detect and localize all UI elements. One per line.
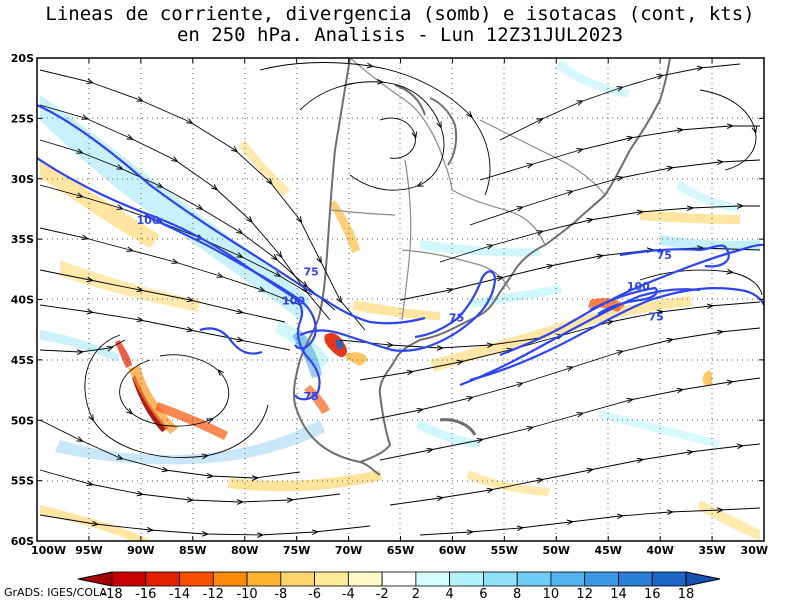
lat-label: 55S: [11, 475, 34, 488]
colorbar-label: -10: [236, 587, 257, 600]
colorbar: -18 -16 -14 -12 -10 -8 -6 -4 -2 2 4 6 8 10 12 14 16 18: [77, 571, 721, 600]
colorbar-box: [483, 571, 518, 587]
lon-label: 75W: [283, 544, 310, 557]
colorbar-box: [550, 571, 586, 587]
colorbar-label: -18: [101, 587, 122, 600]
isotach-label: 75: [648, 310, 663, 323]
lat-label: 40S: [11, 294, 34, 307]
isotach-label: 75: [304, 390, 319, 403]
colorbar-label: -14: [169, 587, 190, 600]
lon-label: 85W: [179, 544, 206, 557]
colorbar-label: -4: [342, 587, 355, 600]
colorbar-box: [381, 571, 417, 587]
colorbar-box: [347, 571, 383, 587]
colorbar-label: 6: [479, 587, 487, 600]
colorbar-box: [280, 571, 315, 587]
colorbar-label: 12: [576, 587, 593, 600]
colorbar-label: 8: [513, 587, 521, 600]
colorbar-cap-left: [77, 571, 113, 587]
colorbar-label: -2: [376, 587, 389, 600]
isotach-label: 75: [304, 266, 319, 279]
lon-label: 95W: [75, 544, 102, 557]
lon-label: 60W: [439, 544, 466, 557]
colorbar-label: -6: [308, 587, 321, 600]
lon-label: 50W: [543, 544, 570, 557]
lat-label: 45S: [11, 354, 34, 367]
lon-label: 45W: [594, 544, 621, 557]
colorbar-label: -8: [274, 587, 287, 600]
credit-text: GrADS: IGES/COLA: [4, 586, 107, 599]
isotach-labels: 100 75 100 75 75 75 100 75: [137, 214, 672, 403]
lat-label: 25S: [11, 112, 34, 125]
lon-label: 100W: [31, 544, 66, 557]
longitude-axis: 100W 95W 90W 85W 80W 75W 70W 65W 60W 55W 50W 45W 40W…: [31, 58, 768, 557]
colorbar-label: 4: [446, 587, 454, 600]
lat-label: 30S: [11, 173, 34, 186]
colorbar-label: 2: [412, 587, 420, 600]
colorbar-label: 14: [610, 587, 627, 600]
lon-label: 55W: [491, 544, 518, 557]
colorbar-label: 10: [543, 587, 560, 600]
colorbar-label: -12: [203, 587, 224, 600]
isotach-label: 100: [137, 214, 160, 227]
colorbar-label: 18: [678, 587, 695, 600]
lat-label: 20S: [11, 52, 34, 65]
colorbar-box: [314, 571, 349, 587]
lat-label: 35S: [11, 233, 34, 246]
colorbar-box: [111, 571, 147, 587]
colorbar-box: [179, 571, 214, 587]
colorbar-box: [618, 571, 653, 587]
lat-label: 50S: [11, 414, 34, 427]
lon-label: 40W: [646, 544, 673, 557]
colorbar-box: [651, 571, 687, 587]
colorbar-label: 16: [644, 587, 661, 600]
lon-label: 30W: [741, 544, 768, 557]
isotach-label: 75: [657, 249, 672, 262]
colorbar-box: [246, 571, 282, 587]
colorbar-box: [415, 571, 451, 587]
colorbar-cap-right: [685, 571, 721, 587]
lat-label: 60S: [11, 535, 34, 548]
colorbar-box: [516, 571, 552, 587]
lon-label: 80W: [231, 544, 258, 557]
isotach-label: 75: [449, 312, 464, 325]
title-line-2: en 250 hPa. Analisis - Lun 12Z31JUL2023: [176, 24, 624, 46]
isotach-label: 100: [282, 295, 305, 308]
lon-label: 35W: [698, 544, 725, 557]
title-line-1: Lineas de corriente, divergencia (somb) …: [45, 3, 755, 25]
isotachs: [37, 103, 764, 401]
colorbar-box: [212, 571, 248, 587]
colorbar-box: [584, 571, 619, 587]
latitude-axis: 20S 25S 30S 35S 40S 45S 50S 55S 60S: [11, 52, 764, 548]
colorbar-box: [449, 571, 484, 587]
lon-label: 65W: [387, 544, 414, 557]
lon-label: 70W: [335, 544, 362, 557]
isotach-label: 100: [627, 280, 650, 293]
colorbar-label: -16: [135, 587, 156, 600]
lon-label: 90W: [127, 544, 154, 557]
map-title: Lineas de corriente, divergencia (somb) …: [0, 4, 800, 46]
colorbar-box: [145, 571, 180, 587]
